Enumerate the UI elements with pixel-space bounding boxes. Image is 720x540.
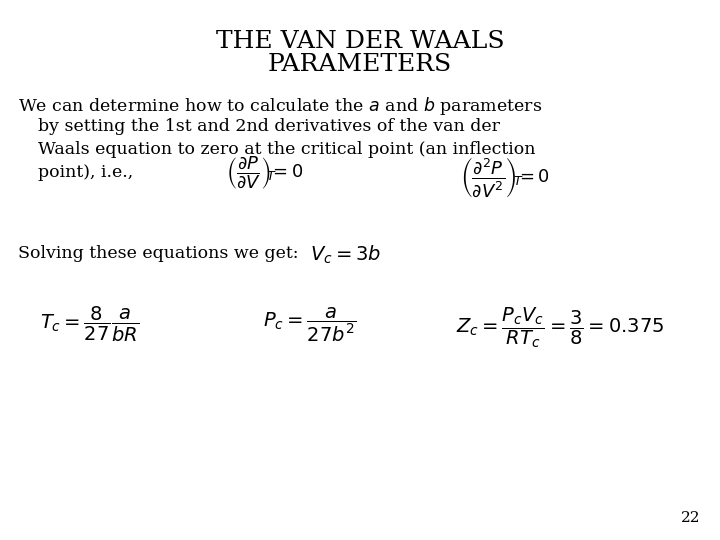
Text: Solving these equations we get:: Solving these equations we get: (18, 245, 299, 262)
Text: $\left(\dfrac{\partial^2 P}{\partial V^2}\right)_{\!\!T}\!\! = 0$: $\left(\dfrac{\partial^2 P}{\partial V^2… (460, 155, 550, 199)
Text: point), i.e.,: point), i.e., (38, 164, 133, 181)
Text: 22: 22 (680, 511, 700, 525)
Text: We can determine how to calculate the $a$ and $b$ parameters: We can determine how to calculate the $a… (18, 95, 542, 117)
Text: $P_c = \dfrac{a}{27b^2}$: $P_c = \dfrac{a}{27b^2}$ (264, 305, 357, 343)
Text: PARAMETERS: PARAMETERS (268, 53, 452, 76)
Text: $T_c = \dfrac{8}{27}\dfrac{a}{bR}$: $T_c = \dfrac{8}{27}\dfrac{a}{bR}$ (40, 305, 140, 344)
Text: $\left(\dfrac{\partial P}{\partial V}\right)_{\!\!T}\!\! = 0$: $\left(\dfrac{\partial P}{\partial V}\ri… (226, 155, 304, 192)
Text: THE VAN DER WAALS: THE VAN DER WAALS (216, 30, 504, 53)
Text: $V_c = 3b$: $V_c = 3b$ (310, 244, 381, 266)
Text: by setting the 1st and 2nd derivatives of the van der: by setting the 1st and 2nd derivatives o… (38, 118, 500, 135)
Text: $Z_c = \dfrac{P_c V_c}{RT_c} = \dfrac{3}{8} = 0.375$: $Z_c = \dfrac{P_c V_c}{RT_c} = \dfrac{3}… (456, 305, 664, 350)
Text: Waals equation to zero at the critical point (an inflection: Waals equation to zero at the critical p… (38, 141, 536, 158)
